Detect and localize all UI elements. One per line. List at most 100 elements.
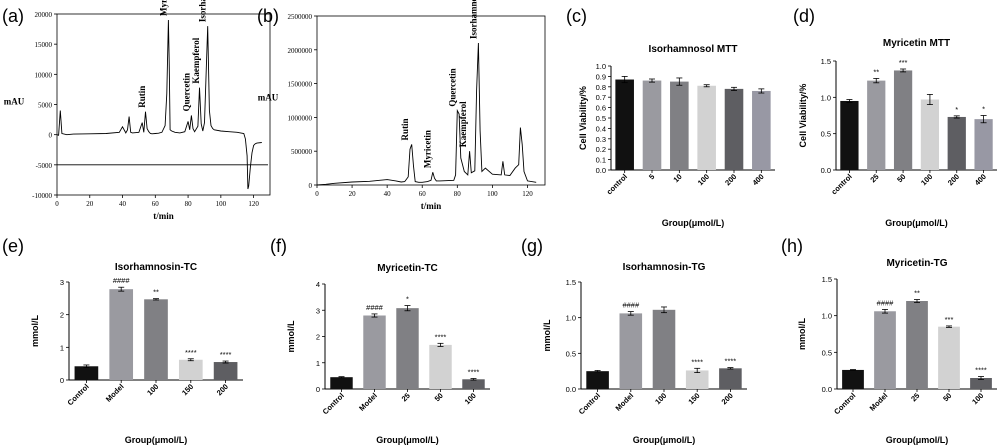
significance-label: *** [945,315,954,324]
category-label: Control [832,391,857,416]
bar [842,369,864,389]
x-tick-label: 120 [248,200,259,208]
bar [144,299,168,380]
y-tick-label: 1.5 [566,278,576,287]
bar [213,362,238,380]
y-tick-label: 1 [316,359,320,368]
significance-label: * [406,295,409,304]
x-axis-label: Group(μmol/L) [885,218,948,228]
y-tick-label: 1500000 [288,81,313,89]
bar [396,308,419,389]
significance-label: ** [873,67,879,76]
chart-title: Isorhamnosin-TG [623,262,706,273]
category-label: 150 [686,391,701,406]
chromatogram-trace [316,42,537,186]
category-label: 400 [751,172,766,187]
panel-e: (e) 0 1 2 3 Control #### Model ** 100 **** 150 **** 2… [2,236,243,445]
y-tick-label: 0.0 [596,166,606,175]
panel-letter: (d) [793,6,815,26]
significance-label: **** [725,357,737,366]
y-tick-label: 0.0 [566,385,576,394]
y-tick-label: 1 [60,343,64,352]
y-tick-label: 4 [316,280,320,289]
bar [109,289,134,380]
bar [652,309,676,389]
plot-frame [316,15,546,186]
y-axis-label: mmol/L [542,319,552,352]
y-tick-label: 0.9 [596,72,606,81]
y-tick-label: 0.8 [596,83,606,92]
x-axis-label: Group(μmol/L) [125,435,188,445]
bar [920,99,940,170]
bar [906,301,928,389]
y-tick-label: 2500000 [288,13,313,21]
category-label: 10 [671,172,683,184]
x-tick-label: 60 [419,190,427,198]
bar [74,366,99,380]
category-label: 25 [400,391,412,403]
category-label: 200 [215,382,230,397]
bar [970,378,992,389]
y-tick-label: 0.1 [596,156,606,165]
chart-title: Isorhamnosin-TC [115,262,197,273]
x-axis-label: Group(μmol/L) [633,435,696,445]
y-tick-label: 1.5 [821,57,831,66]
y-tick-label: 1.0 [821,93,831,102]
significance-label: **** [691,357,703,366]
y-tick-label: 2 [60,311,64,320]
panel-letter: (c) [566,6,587,26]
x-tick-label: 40 [384,190,392,198]
y-tick-label: 0.0 [822,385,832,394]
category-label: 100 [970,391,985,406]
x-tick-label: 40 [119,200,127,208]
y-tick-label: 0 [309,182,313,190]
y-tick-label: 0.5 [566,349,576,358]
y-tick-label: 0.0 [821,166,831,175]
x-tick-label: 100 [216,200,227,208]
y-tick-label: 20000 [35,11,53,19]
peak-label: Kaempferol [191,37,201,83]
category-label: 200 [946,172,961,187]
category-label: 400 [973,172,988,187]
category-label: 50 [941,391,953,403]
category-label: 100 [463,391,478,406]
category-label: Model [357,391,379,413]
y-tick-label: 0.5 [821,130,831,139]
panel-h: (h) 0.0 0.5 1.0 1.5 Control #### Model ** 25 *** 50… [781,236,997,445]
peak-label: Rutin [137,86,147,108]
peak-label: Myricetin [423,130,433,168]
peak-label: Kaempferol [458,101,468,147]
peak-label: Quercetin [447,68,457,106]
category-label: control [605,172,629,196]
y-tick-label: 0.5 [822,348,832,357]
x-axis-label: Group(μmol/L) [376,435,439,445]
bar [670,81,689,170]
category-label: 50 [433,391,445,403]
panel-letter: (e) [2,236,24,256]
panel-letter: (a) [2,6,24,26]
bar [938,326,960,389]
y-tick-label: 0.2 [596,145,606,154]
bar [697,85,716,170]
significance-label: **** [468,368,480,377]
category-label: 100 [653,391,668,406]
significance-label: ** [153,288,159,297]
bar [840,100,859,170]
bar [642,80,662,170]
y-tick-label: 15000 [35,41,53,49]
category-label: 25 [868,172,880,184]
peak-label: Isorhamnetin [468,0,478,39]
panel-letter: (f) [270,236,287,256]
y-tick-label: 2 [316,333,320,342]
category-label: control [829,172,853,196]
category-label: Model [614,391,636,413]
bar [893,70,913,170]
x-axis-label: Group(μmol/L) [662,218,725,228]
y-tick-label: 1.0 [566,314,576,323]
y-axis-label: Cell Viability/% [798,84,808,148]
bar [178,359,203,380]
y-tick-label: -5000 [36,162,53,170]
plot-frame [56,13,271,196]
category-label: 25 [909,391,921,403]
